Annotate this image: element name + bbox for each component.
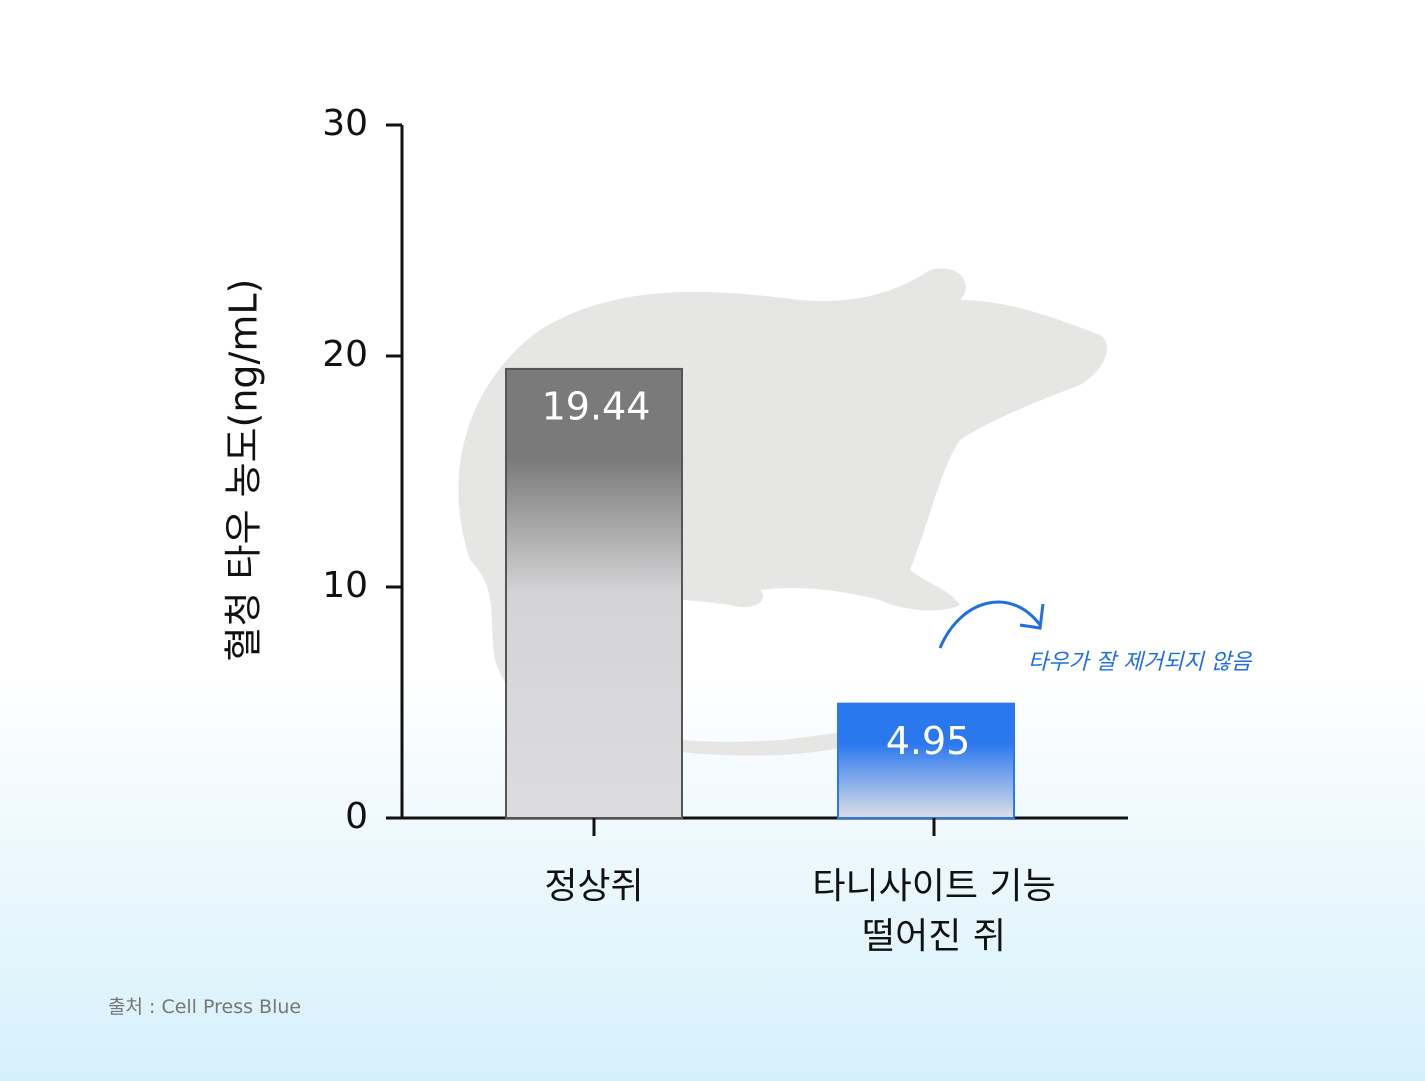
bar [505,367,683,819]
annotation-arrow [938,600,1045,649]
value-label: 4.95 [886,719,971,763]
y-tick-label: 20 [322,334,368,375]
value-label: 19.44 [542,384,651,428]
bar [837,702,1015,820]
source: 출처 : Cell Press Blue [108,996,302,1018]
y-tick-label: 0 [345,796,368,837]
y-tick-label: 30 [322,103,368,144]
annotation: 타우가 잘 제거되지 않음 [1028,650,1252,675]
x-tick-label: 정상쥐 [544,866,644,907]
y-axis-label: 혈청 타우 농도(ng/mL) [222,279,266,662]
x-tick-label: 타니사이트 기능 떨어진 쥐 [812,866,1056,957]
y-tick-label: 10 [322,565,368,606]
